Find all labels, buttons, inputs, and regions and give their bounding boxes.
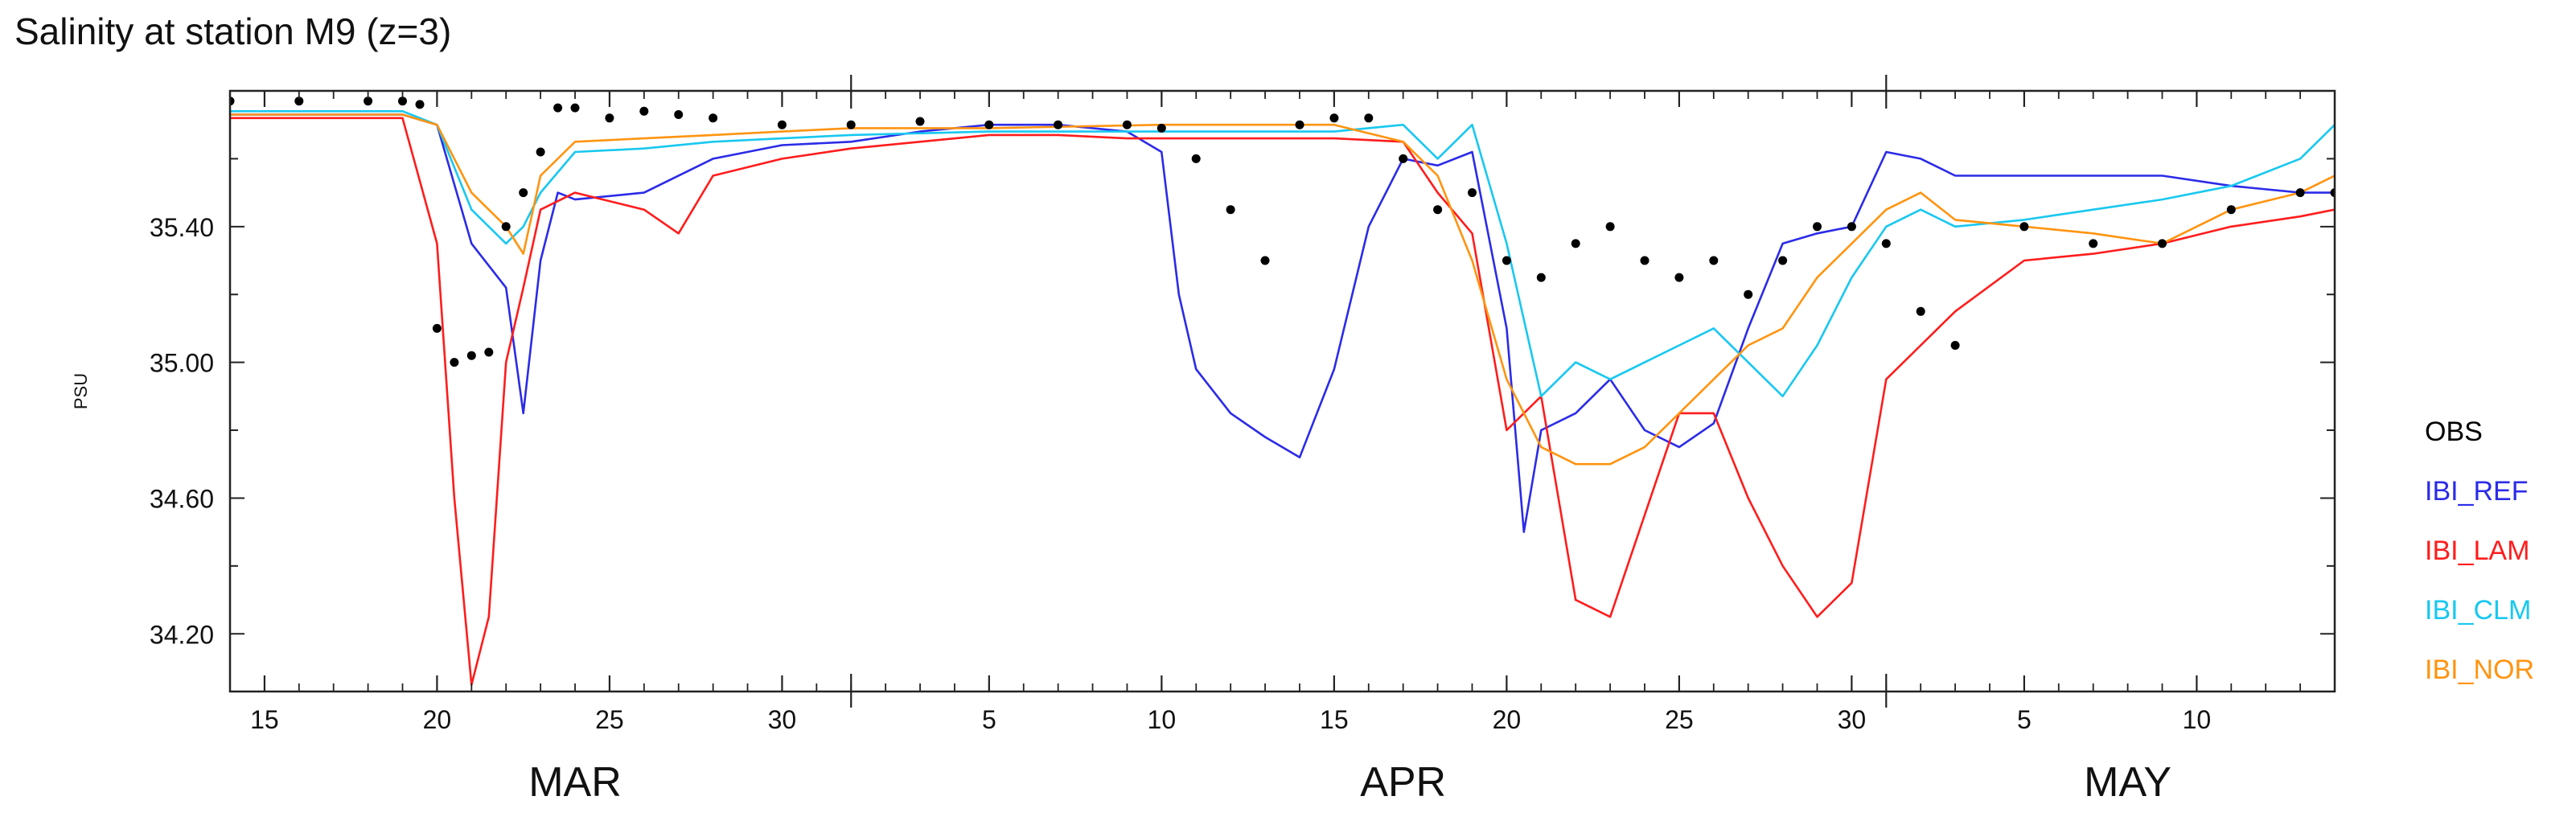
obs-point <box>1709 256 1719 265</box>
obs-point <box>1950 341 1960 350</box>
obs-point <box>2158 239 2167 248</box>
obs-point <box>536 147 545 157</box>
x-tick-label: 5 <box>982 705 996 734</box>
obs-point <box>1191 154 1201 163</box>
obs-point <box>1847 222 1856 232</box>
obs-point <box>364 96 373 106</box>
legend-ibi-clm: IBI_CLM <box>2425 595 2531 626</box>
obs-point <box>846 120 856 129</box>
obs-point <box>1399 154 1408 163</box>
y-tick-label: 35.00 <box>150 349 214 378</box>
month-label: MAY <box>2084 759 2171 806</box>
obs-point <box>2019 222 2029 232</box>
chart-title: Salinity at station M9 (z=3) <box>14 10 452 52</box>
legend: OBS IBI_REF IBI_LAM IBI_CLM IBI_NOR <box>2425 417 2534 685</box>
series-line-ibi-nor <box>230 113 2335 466</box>
obs-point <box>605 113 614 123</box>
series-line-ibi-ref <box>230 113 2335 533</box>
axes-frame <box>228 89 2336 693</box>
obs-point <box>398 96 407 106</box>
obs-point <box>519 188 528 198</box>
obs-point <box>2089 239 2098 248</box>
x-tick-label: 30 <box>768 705 797 734</box>
obs-point <box>674 110 684 119</box>
obs-point <box>553 103 563 113</box>
obs-point <box>1122 120 1132 129</box>
legend-ibi-ref: IBI_REF <box>2425 476 2528 507</box>
axis-ticks: 34.20 34.60 35.00 35.40 PSU 15 20 25 30 5 10 15 20 25… <box>71 75 2336 806</box>
obs-point <box>230 96 235 106</box>
obs-point <box>2330 188 2335 198</box>
legend-ibi-lam: IBI_LAM <box>2425 536 2529 566</box>
x-tick-label: 15 <box>1320 705 1349 734</box>
obs-point <box>484 347 494 357</box>
obs-point <box>1364 113 1374 123</box>
obs-point <box>466 351 476 360</box>
x-tick-label: 20 <box>1493 705 1522 734</box>
obs-point <box>570 103 580 113</box>
plot-frame <box>228 89 2336 693</box>
obs-point <box>2295 188 2305 198</box>
obs-point <box>1260 256 1270 265</box>
obs-point <box>1813 222 1822 232</box>
y-axis-label: PSU <box>71 373 91 409</box>
obs-point <box>1295 120 1304 129</box>
obs-point <box>1433 205 1443 215</box>
x-tick-label: 25 <box>1665 705 1694 734</box>
obs-point <box>294 96 304 106</box>
month-label: APR <box>1360 759 1446 806</box>
obs-point <box>639 106 649 116</box>
month-label: MAR <box>528 759 622 806</box>
obs-point <box>1329 113 1339 123</box>
obs-point <box>450 358 459 367</box>
obs-point <box>984 120 994 129</box>
obs-point <box>501 222 511 232</box>
obs-point <box>1916 306 1925 316</box>
obs-point <box>432 323 442 333</box>
obs-point <box>709 113 718 123</box>
obs-point <box>1605 222 1615 232</box>
obs-point <box>1536 273 1546 282</box>
obs-point <box>1744 289 1753 299</box>
obs-point <box>1226 205 1235 215</box>
series-layer <box>230 96 2335 686</box>
x-tick-label: 10 <box>2183 705 2212 734</box>
obs-point <box>1881 239 1891 248</box>
obs-point <box>915 117 925 126</box>
obs-point <box>1778 256 1788 265</box>
obs-point <box>777 120 787 129</box>
obs-point <box>1674 273 1684 282</box>
x-tick-label: 30 <box>1838 705 1867 734</box>
x-tick-label: 25 <box>595 705 624 734</box>
obs-point <box>2226 205 2236 215</box>
obs-point <box>415 100 425 109</box>
obs-point <box>1640 256 1650 265</box>
series-line-ibi-clm <box>230 110 2335 398</box>
y-tick-label: 34.60 <box>150 484 214 513</box>
y-tick-label: 34.20 <box>150 620 214 649</box>
obs-point <box>1502 256 1511 265</box>
x-tick-label: 15 <box>250 705 279 734</box>
y-tick-label: 35.40 <box>150 213 214 242</box>
x-tick-label: 10 <box>1148 705 1177 734</box>
x-tick-label: 20 <box>423 705 452 734</box>
obs-point <box>1571 239 1580 248</box>
legend-obs: OBS <box>2425 417 2483 447</box>
obs-point <box>1468 188 1477 198</box>
series-line-ibi-lam <box>230 117 2335 686</box>
obs-point <box>1054 120 1063 129</box>
obs-point <box>1157 123 1166 133</box>
x-tick-label: 5 <box>2017 705 2032 734</box>
legend-ibi-nor: IBI_NOR <box>2425 655 2534 685</box>
